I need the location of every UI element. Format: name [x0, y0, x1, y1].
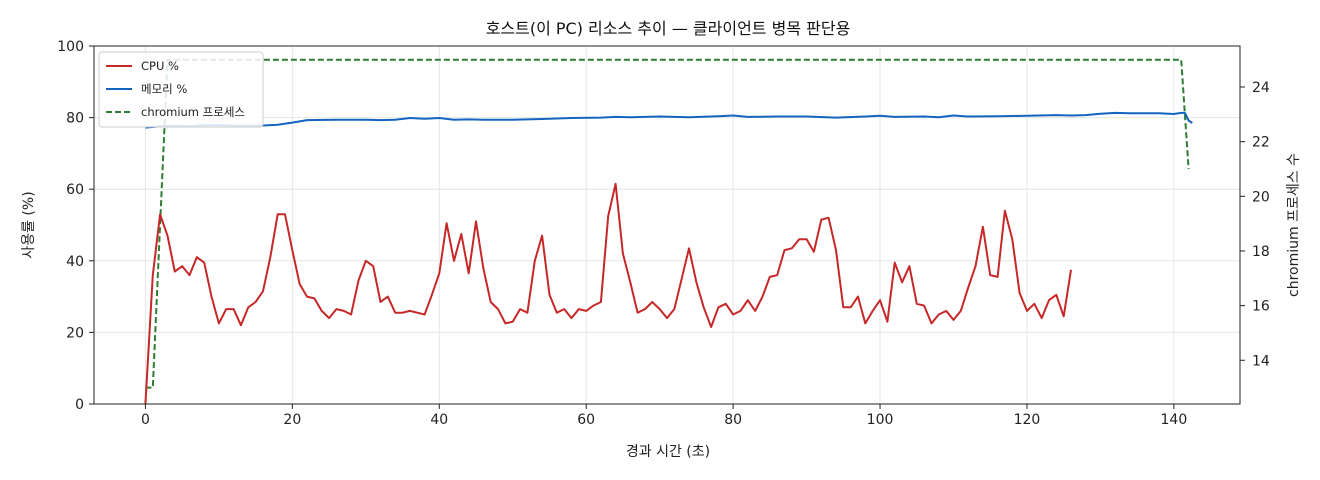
x-tick-label: 80	[724, 412, 742, 428]
y-tick-label: 20	[66, 325, 84, 341]
y2-tick-label: 20	[1252, 189, 1270, 205]
y-tick-label: 0	[75, 397, 84, 413]
y2-tick-label: 24	[1252, 80, 1270, 96]
y-tick-label: 60	[66, 182, 84, 198]
x-tick-label: 60	[577, 412, 595, 428]
y2-tick-label: 14	[1252, 353, 1270, 369]
x-tick-label: 120	[1014, 412, 1041, 428]
y2-axis-label: chromium 프로세스 수	[1286, 153, 1302, 297]
legend-item-cpu: CPU %	[141, 59, 179, 73]
y-axis-label: 사용률 (%)	[21, 191, 37, 258]
x-tick-label: 100	[867, 412, 894, 428]
y-axis-left: 0 20 40 60 80 100	[57, 39, 94, 413]
series-line-cpu	[144, 182, 1072, 405]
x-tick-label: 20	[283, 412, 301, 428]
chart-title: 호스트(이 PC) 리소스 추이 — 클라이언트 병목 판단용	[486, 19, 851, 38]
grid	[94, 45, 1240, 405]
legend-item-memory: 메모리 %	[141, 82, 187, 96]
y-tick-label: 100	[57, 39, 84, 55]
series-line-memory	[145, 111, 1193, 129]
x-axis-label: 경과 시간 (초)	[626, 444, 710, 460]
y2-tick-label: 16	[1252, 299, 1270, 315]
y-tick-label: 40	[66, 254, 84, 270]
legend-box	[98, 51, 264, 128]
legend: CPU % 메모리 % chromium 프로세스	[98, 51, 264, 128]
series-line-chromium	[145, 58, 1190, 389]
series-group	[144, 58, 1193, 405]
y-tick-label: 80	[66, 111, 84, 127]
y2-tick-label: 22	[1252, 135, 1270, 151]
x-axis: 0 20 40 60 80 100 120 140	[141, 404, 1187, 428]
legend-item-chromium: chromium 프로세스	[141, 105, 245, 119]
plot-frame	[93, 45, 1241, 405]
x-tick-label: 40	[430, 412, 448, 428]
x-tick-label: 140	[1161, 412, 1188, 428]
y2-tick-label: 18	[1252, 244, 1270, 260]
y-axis-right: 14 16 18 20 22 24	[1240, 80, 1270, 369]
x-tick-label: 0	[141, 412, 150, 428]
